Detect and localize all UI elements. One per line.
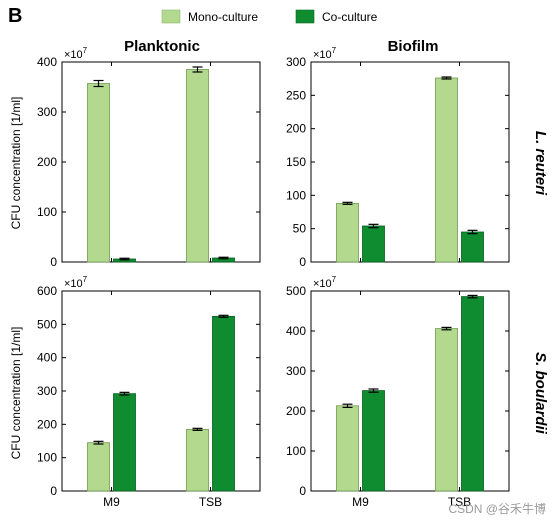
y-multiplier-exponent: 7	[332, 46, 337, 55]
bar-co-m9	[362, 225, 385, 263]
y-tick-label: 500	[37, 317, 57, 331]
bar-mono-tsb	[186, 428, 209, 492]
y-tick-label: 100	[286, 444, 306, 458]
y-tick-label: 100	[286, 188, 306, 202]
ylabel-bottom: CFU concentration [1/ml]	[9, 327, 23, 460]
y-tick-label: 200	[286, 122, 306, 136]
y-multiplier: ×107	[64, 275, 88, 290]
bar-co-tsb	[461, 231, 484, 263]
y-multiplier-exponent: 7	[83, 46, 88, 55]
y-tick-label: 0	[299, 255, 306, 269]
y-multiplier-exponent: 7	[83, 275, 88, 284]
y-tick-label: 300	[37, 384, 57, 398]
row-label-s-boulardii: S. boulardii	[532, 352, 549, 435]
bar-mono-tsb	[435, 328, 458, 492]
y-tick-label: 200	[286, 404, 306, 418]
bar-mono-tsb	[435, 77, 458, 263]
chart-l-reuteri-biofilm: 0 50 100 150 200 250 300 ×107	[286, 46, 510, 269]
x-tick-label: M9	[103, 495, 120, 509]
y-tick-label: 50	[293, 222, 307, 236]
col-title-biofilm: Biofilm	[388, 38, 439, 55]
x-tick-label: TSB	[199, 495, 222, 509]
y-tick-label: 0	[50, 255, 57, 269]
legend-swatch-co	[295, 9, 315, 24]
bar-co-tsb	[212, 315, 235, 492]
col-title-planktonic: Planktonic	[124, 38, 200, 55]
x-tick-label: M9	[352, 495, 369, 509]
bar-mono-tsb	[186, 69, 209, 263]
y-tick-label: 300	[286, 364, 306, 378]
y-multiplier: ×107	[313, 275, 337, 290]
watermark: CSDN @谷禾牛博	[448, 501, 546, 516]
bar-mono-m9	[87, 83, 110, 263]
y-multiplier: ×107	[313, 46, 337, 61]
y-tick-label: 100	[37, 205, 57, 219]
ylabel-top: CFU concentration [1/ml]	[9, 97, 23, 230]
row-label-l-reuteri: L. reuteri	[532, 131, 549, 196]
y-tick-label: 600	[37, 284, 57, 298]
chart-s-boulardii-planktonic: 0 100 200 300 400 500 600 ×107 M9 TSB	[37, 275, 261, 509]
bar-co-tsb	[461, 296, 484, 492]
y-tick-label: 100	[37, 451, 57, 465]
legend-swatch-mono	[161, 9, 181, 24]
legend-label-co: Co-culture	[322, 10, 378, 24]
y-tick-label: 300	[286, 55, 306, 69]
bar-mono-m9	[336, 202, 359, 263]
chart-s-boulardii-biofilm: 0 100 200 300 400 500 ×107 M9 TSB	[286, 275, 510, 509]
y-multiplier: ×107	[64, 46, 88, 61]
x-tick-label: TSB	[448, 495, 471, 509]
y-tick-label: 250	[286, 88, 306, 102]
y-tick-label: 500	[286, 284, 306, 298]
y-tick-label: 200	[37, 417, 57, 431]
bar-mono-m9	[87, 442, 110, 492]
legend: Mono-culture Co-culture	[161, 9, 378, 24]
y-tick-label: 400	[286, 324, 306, 338]
bar-co-m9	[362, 390, 385, 492]
y-tick-label: 0	[50, 484, 57, 498]
y-tick-label: 200	[37, 155, 57, 169]
panel-label: B	[8, 5, 22, 27]
bar-mono-m9	[336, 405, 359, 492]
y-tick-label: 400	[37, 55, 57, 69]
axes-frame	[310, 290, 510, 492]
bar-co-m9	[113, 393, 136, 492]
y-tick-label: 150	[286, 155, 306, 169]
y-multiplier-exponent: 7	[332, 275, 337, 284]
y-tick-label: 0	[299, 484, 306, 498]
y-tick-label: 300	[37, 105, 57, 119]
y-tick-label: 400	[37, 351, 57, 365]
legend-label-mono: Mono-culture	[188, 10, 258, 24]
chart-l-reuteri-planktonic: 0 100 200 300 400 ×107	[37, 46, 261, 269]
